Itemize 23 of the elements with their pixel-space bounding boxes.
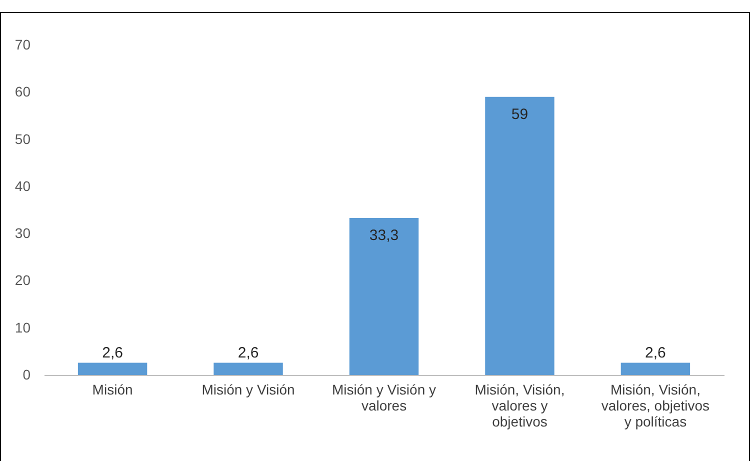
y-tick-label: 20 — [14, 272, 31, 288]
data-label: 2,6 — [102, 344, 123, 362]
data-label: 2,6 — [238, 344, 259, 362]
y-tick-label: 0 — [22, 366, 31, 382]
bar — [78, 362, 148, 375]
x-tick-label: Misión, Visión, valores, objetivos y políticas — [601, 382, 710, 430]
x-tick-label: Misión y Visión y valores — [332, 382, 436, 414]
bar — [620, 362, 690, 375]
bar — [349, 218, 419, 375]
data-label: 2,6 — [645, 344, 666, 362]
bar — [214, 362, 283, 375]
y-tick-label: 10 — [14, 319, 31, 336]
y-tick-label: 50 — [14, 130, 31, 147]
y-tick-label: 70 — [14, 36, 31, 52]
data-label: 59 — [511, 106, 528, 123]
y-tick-label: 60 — [14, 84, 31, 100]
x-tick-label: Misión — [92, 382, 133, 398]
data-label: 33,3 — [369, 227, 399, 244]
y-tick-label: 30 — [14, 225, 31, 242]
x-tick-label: Misión, Visión, valores y objetivos — [474, 382, 565, 430]
bar — [485, 96, 554, 375]
y-tick-label: 40 — [14, 178, 31, 194]
x-tick-label: Misión y Visión — [202, 382, 295, 398]
